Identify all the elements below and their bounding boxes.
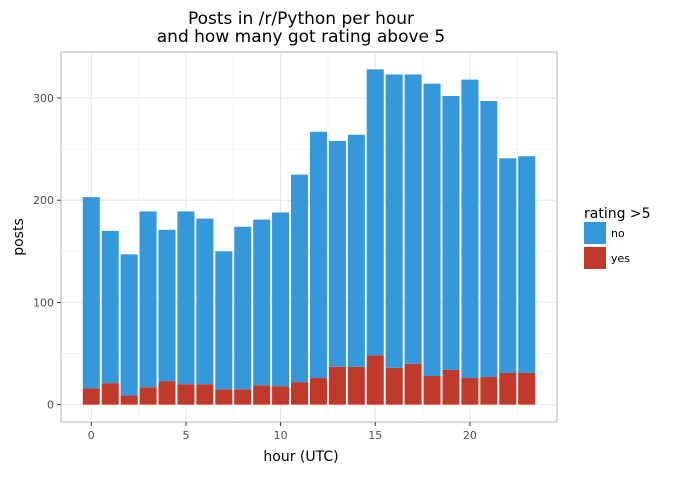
bar-no-hour-3 bbox=[139, 211, 157, 388]
bar-yes-hour-8 bbox=[234, 389, 252, 405]
bar-yes-hour-5 bbox=[177, 384, 195, 405]
bar-yes-hour-2 bbox=[120, 395, 138, 405]
bar-yes-hour-6 bbox=[196, 384, 214, 405]
bar-no-hour-2 bbox=[120, 254, 138, 396]
bar-yes-hour-18 bbox=[423, 376, 441, 405]
bar-yes-hour-15 bbox=[366, 355, 384, 405]
bar-yes-hour-7 bbox=[215, 389, 233, 405]
bar-yes-hour-10 bbox=[272, 386, 290, 405]
bar-yes-hour-22 bbox=[499, 372, 517, 405]
bar-no-hour-6 bbox=[196, 218, 214, 385]
legend: rating >5 no yes bbox=[584, 206, 651, 269]
bar-no-hour-8 bbox=[234, 226, 252, 390]
bar-no-hour-13 bbox=[328, 140, 346, 367]
bar-no-hour-7 bbox=[215, 251, 233, 390]
bar-no-hour-22 bbox=[499, 158, 517, 373]
bar-yes-hour-19 bbox=[442, 369, 460, 405]
y-axis-label: posts bbox=[11, 218, 27, 256]
bar-yes-hour-17 bbox=[404, 363, 422, 405]
bar-no-hour-16 bbox=[385, 74, 403, 368]
bar-no-hour-21 bbox=[480, 101, 498, 378]
bar-yes-hour-14 bbox=[347, 366, 365, 405]
bar-no-hour-5 bbox=[177, 211, 195, 385]
bar-yes-hour-23 bbox=[518, 372, 536, 405]
y-tick-label: 300 bbox=[33, 92, 54, 105]
bar-no-hour-17 bbox=[404, 74, 422, 364]
legend-label-no: no bbox=[611, 227, 625, 240]
bar-no-hour-0 bbox=[82, 197, 100, 389]
bar-yes-hour-16 bbox=[385, 367, 403, 405]
bar-no-hour-23 bbox=[518, 156, 536, 373]
bar-yes-hour-0 bbox=[82, 388, 100, 405]
bar-no-hour-1 bbox=[101, 230, 119, 384]
bar-no-hour-19 bbox=[442, 95, 460, 370]
legend-swatch-yes bbox=[584, 247, 606, 269]
bar-yes-hour-9 bbox=[253, 385, 271, 405]
x-tick-label: 5 bbox=[182, 429, 189, 442]
bar-no-hour-18 bbox=[423, 83, 441, 377]
bar-no-hour-9 bbox=[253, 219, 271, 386]
x-tick-label: 10 bbox=[274, 429, 288, 442]
bar-yes-hour-13 bbox=[328, 366, 346, 405]
bar-yes-hour-11 bbox=[291, 382, 309, 405]
bar-no-hour-14 bbox=[347, 134, 365, 367]
bar-no-hour-4 bbox=[158, 229, 176, 382]
bar-no-hour-15 bbox=[366, 69, 384, 356]
bar-yes-hour-4 bbox=[158, 381, 176, 405]
chart-title-line-2: and how many got rating above 5 bbox=[157, 27, 445, 47]
y-tick-label: 0 bbox=[47, 399, 54, 412]
x-axis-label: hour (UTC) bbox=[263, 449, 338, 465]
y-tick-label: 200 bbox=[33, 194, 54, 207]
legend-label-yes: yes bbox=[611, 252, 630, 265]
bar-no-hour-20 bbox=[461, 79, 479, 379]
bar-yes-hour-20 bbox=[461, 378, 479, 405]
chart-title-line-1: Posts in /r/Python per hour bbox=[188, 9, 414, 29]
x-tick-label: 20 bbox=[463, 429, 477, 442]
bar-yes-hour-12 bbox=[309, 378, 327, 405]
legend-swatch-no bbox=[584, 222, 606, 244]
bar-no-hour-11 bbox=[291, 174, 309, 383]
bar-yes-hour-21 bbox=[480, 377, 498, 405]
y-tick-label: 100 bbox=[33, 296, 54, 309]
bar-yes-hour-3 bbox=[139, 387, 157, 405]
bar-yes-hour-1 bbox=[101, 383, 119, 405]
bar-no-hour-12 bbox=[309, 131, 327, 379]
legend-title: rating >5 bbox=[584, 206, 651, 222]
bars-layer bbox=[82, 69, 536, 405]
x-tick-label: 15 bbox=[368, 429, 382, 442]
x-tick-label: 0 bbox=[88, 429, 95, 442]
bar-no-hour-10 bbox=[272, 212, 290, 387]
